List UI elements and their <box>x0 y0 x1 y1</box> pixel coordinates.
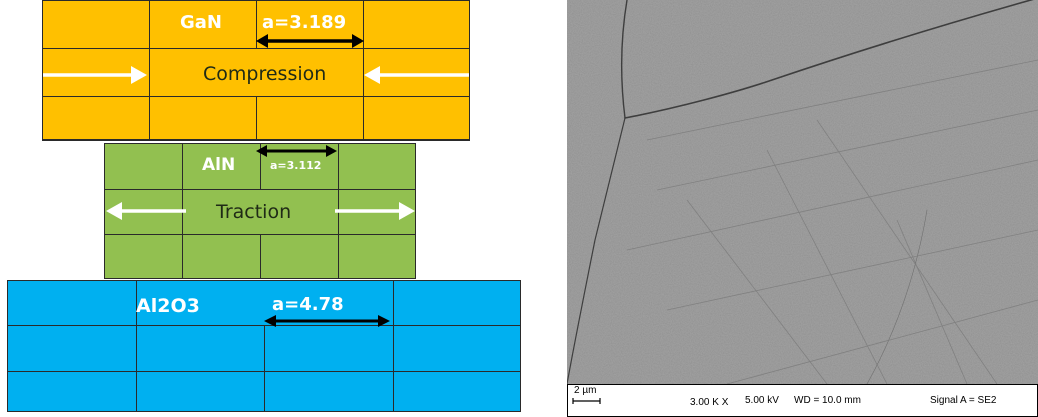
scale-bar-label: 2 µm <box>574 385 597 396</box>
gan-cell <box>363 96 470 141</box>
voltage-label: 5.00 kV <box>745 395 779 406</box>
gan-lattice-arrow <box>256 34 364 48</box>
aln-cell <box>338 234 416 279</box>
scale-bar <box>572 398 601 404</box>
gan-layer <box>42 0 470 141</box>
sapphire-lattice-constant: a=4.78 <box>272 294 344 315</box>
signal-label: Signal A = SE2 <box>930 395 997 406</box>
traction-label: Traction <box>216 201 292 223</box>
sem-info-bar: 2 µm 3.00 K X 5.00 kV WD = 10.0 mm Signa… <box>567 384 1038 417</box>
sapphire-layer <box>7 280 521 412</box>
sem-image <box>567 0 1038 384</box>
slip-lines <box>626 59 1038 384</box>
traction-arrow-right <box>335 202 415 220</box>
gan-lattice-constant: a=3.189 <box>262 12 347 33</box>
aln-label: AlN <box>202 155 236 175</box>
sapphire-cell <box>393 371 521 412</box>
compression-label: Compression <box>203 63 327 85</box>
magnification-label: 3.00 K X <box>690 397 729 408</box>
aln-lattice-constant: a=3.112 <box>270 159 322 172</box>
gan-label: GaN <box>180 12 222 33</box>
arrows-overlay <box>43 34 469 327</box>
sapphire-label: Al2O3 <box>136 295 200 317</box>
working-distance-label: WD = 10.0 mm <box>794 395 861 406</box>
sapphire-lattice-arrow <box>264 315 390 327</box>
sem-micrograph: 2 µm 3.00 K X 5.00 kV WD = 10.0 mm Signa… <box>567 0 1038 417</box>
lattice-diagram: GaN a=3.189 Compression AlN a=3.112 Trac… <box>7 0 521 412</box>
traction-arrow-left <box>106 202 186 220</box>
compression-arrow-right <box>364 66 469 84</box>
compression-arrow-left <box>43 66 147 84</box>
aln-lattice-arrow <box>256 145 337 157</box>
